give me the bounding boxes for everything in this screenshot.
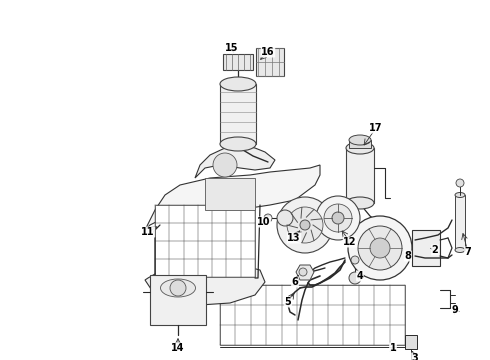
Circle shape xyxy=(324,204,352,232)
Polygon shape xyxy=(145,165,320,230)
Text: 2: 2 xyxy=(432,245,439,255)
Circle shape xyxy=(456,179,464,187)
Text: 5: 5 xyxy=(285,297,292,307)
Text: 3: 3 xyxy=(412,353,418,360)
Text: 6: 6 xyxy=(292,277,298,287)
Bar xyxy=(346,148,374,203)
Circle shape xyxy=(316,196,360,240)
Circle shape xyxy=(213,153,237,177)
Circle shape xyxy=(332,212,344,224)
Text: 8: 8 xyxy=(405,251,412,261)
Ellipse shape xyxy=(455,248,465,252)
Text: 1: 1 xyxy=(390,343,396,353)
Circle shape xyxy=(277,197,333,253)
Polygon shape xyxy=(195,145,275,178)
Ellipse shape xyxy=(220,137,256,151)
Bar xyxy=(205,178,255,210)
Polygon shape xyxy=(296,265,314,280)
Circle shape xyxy=(358,226,402,270)
Bar xyxy=(349,140,371,148)
Bar xyxy=(405,335,417,349)
Circle shape xyxy=(370,238,390,258)
Text: 14: 14 xyxy=(171,343,185,353)
Text: 9: 9 xyxy=(452,305,458,315)
Text: 7: 7 xyxy=(465,247,471,257)
Circle shape xyxy=(349,272,361,284)
Bar xyxy=(155,205,255,277)
Text: 12: 12 xyxy=(343,237,357,247)
Circle shape xyxy=(287,207,323,243)
Circle shape xyxy=(170,280,186,296)
Bar xyxy=(220,84,256,144)
Text: 15: 15 xyxy=(225,43,239,53)
Circle shape xyxy=(351,256,359,264)
Ellipse shape xyxy=(346,197,374,209)
Circle shape xyxy=(299,268,307,276)
Text: 4: 4 xyxy=(357,271,364,281)
Circle shape xyxy=(348,216,412,280)
Circle shape xyxy=(264,214,272,222)
Circle shape xyxy=(300,220,310,230)
Text: 11: 11 xyxy=(141,227,155,237)
Text: 10: 10 xyxy=(257,217,271,227)
Text: 16: 16 xyxy=(261,47,275,57)
Bar xyxy=(223,54,253,70)
Text: 13: 13 xyxy=(287,233,301,243)
Bar xyxy=(256,48,284,76)
Polygon shape xyxy=(412,230,440,266)
Text: 17: 17 xyxy=(369,123,383,133)
Ellipse shape xyxy=(346,142,374,154)
Ellipse shape xyxy=(349,135,371,145)
Bar xyxy=(220,285,405,345)
Circle shape xyxy=(277,210,293,226)
Ellipse shape xyxy=(161,279,196,297)
Bar xyxy=(150,275,206,325)
Ellipse shape xyxy=(220,77,256,91)
Polygon shape xyxy=(145,262,265,305)
Bar xyxy=(455,195,465,250)
Ellipse shape xyxy=(455,193,465,198)
